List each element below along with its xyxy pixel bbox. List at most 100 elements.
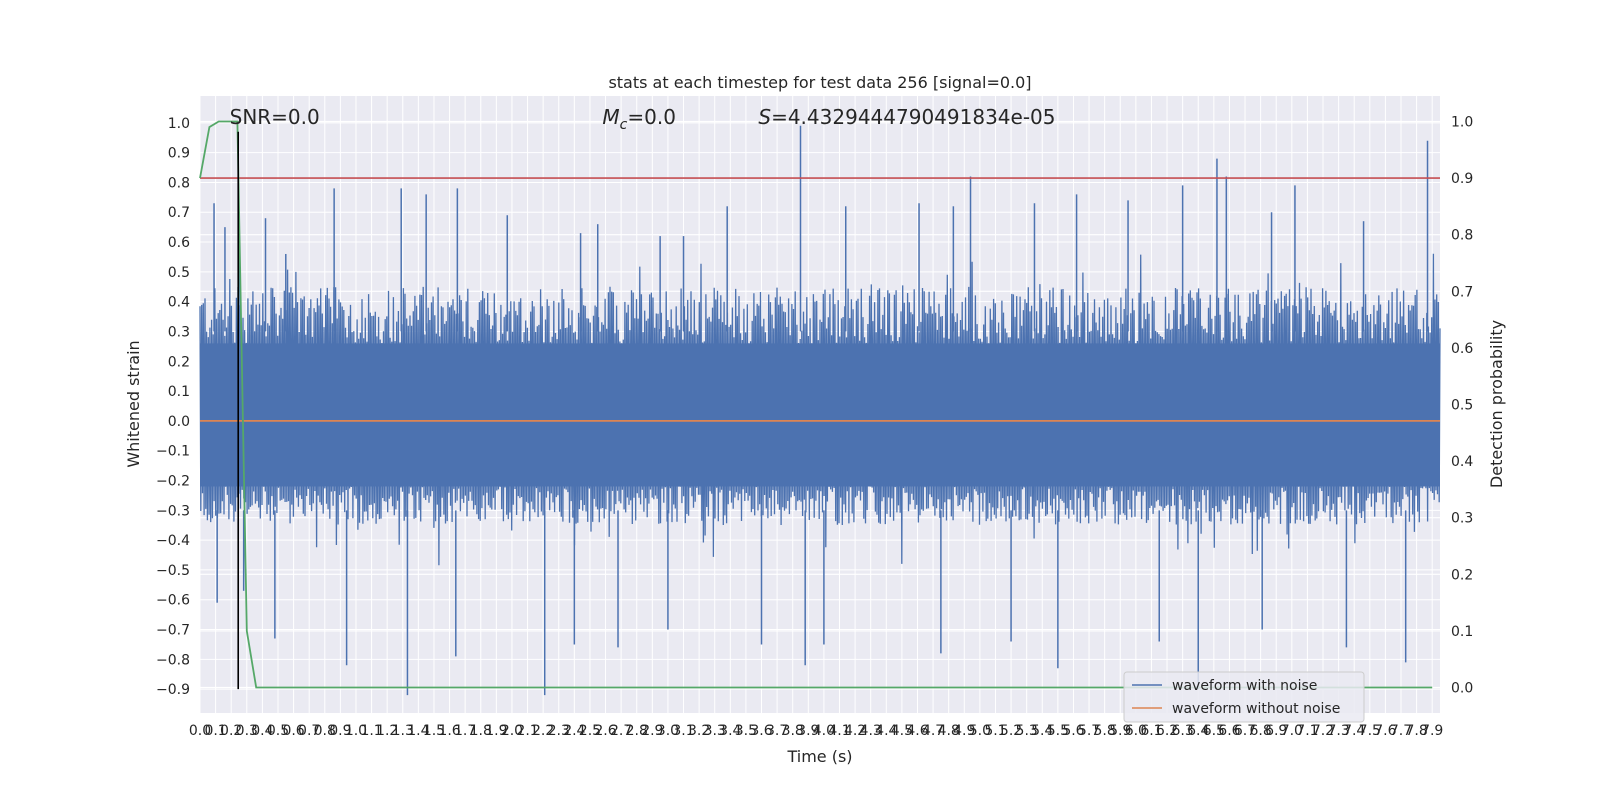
x-tick-label: 5.7 xyxy=(1078,723,1100,739)
x-tick-label: 1.9 xyxy=(485,723,507,739)
x-tick-label: 0.8 xyxy=(314,723,336,739)
y2-tick-label: 0.6 xyxy=(1451,341,1473,357)
x-tick-label: 5.0 xyxy=(969,723,991,739)
x-tick-label: 4.9 xyxy=(953,723,975,739)
y-tick-label: 0.7 xyxy=(168,205,190,221)
x-tick-label: 0.3 xyxy=(236,723,258,739)
y-tick-label: 0.4 xyxy=(168,295,190,311)
x-tick-label: 1.0 xyxy=(345,723,367,739)
x-tick-label: 1.3 xyxy=(392,723,414,739)
y-tick-label: −0.4 xyxy=(156,533,190,549)
y2-tick-label: 0.2 xyxy=(1451,567,1473,583)
y-tick-label: 0.0 xyxy=(168,414,190,430)
series-waveform-with-noise xyxy=(199,125,1441,696)
x-tick-label: 6.1 xyxy=(1140,723,1162,739)
x-tick-label: 5.5 xyxy=(1047,723,1069,739)
y-tick-label: −0.8 xyxy=(156,652,190,668)
x-tick-label: 7.7 xyxy=(1390,723,1412,739)
y-tick-label: −0.1 xyxy=(156,444,190,460)
x-tick-label: 2.7 xyxy=(610,723,632,739)
x-tick-label: 1.5 xyxy=(423,723,445,739)
x-tick-label: 0.7 xyxy=(298,723,320,739)
x-tick-label: 4.8 xyxy=(938,723,960,739)
snr-annotation: SNR=0.0 xyxy=(230,105,320,129)
mc-value: =0.0 xyxy=(627,105,676,129)
x-tick-label: 4.2 xyxy=(844,723,866,739)
y-tick-label: −0.2 xyxy=(156,474,190,490)
x-tick-label: 7.5 xyxy=(1359,723,1381,739)
x-tick-label: 4.3 xyxy=(860,723,882,739)
legend-box xyxy=(1123,671,1365,723)
x-tick-label: 6.6 xyxy=(1218,723,1240,739)
legend: waveform with noise waveform without noi… xyxy=(1123,671,1365,723)
x-tick-label: 7.9 xyxy=(1421,723,1443,739)
x-tick-label: 3.5 xyxy=(735,723,757,739)
x-tick-label: 0.9 xyxy=(329,723,351,739)
x-tick-label: 3.9 xyxy=(797,723,819,739)
y-tick-label: 0.1 xyxy=(168,384,190,400)
x-tick-label: 0.4 xyxy=(251,723,273,739)
x-tick-label: 5.3 xyxy=(1016,723,1038,739)
x-tick-label: 5.1 xyxy=(984,723,1006,739)
x-tick-label: 4.5 xyxy=(891,723,913,739)
x-tick-label: 2.9 xyxy=(641,723,663,739)
series-detection-probability xyxy=(199,120,1433,689)
x-tick-label: 5.4 xyxy=(1031,723,1053,739)
x-tick-label: 6.5 xyxy=(1203,723,1225,739)
noise-waveform-trace xyxy=(199,253,1441,566)
x-tick-label: 3.8 xyxy=(782,723,804,739)
x-tick-label: 5.9 xyxy=(1109,723,1131,739)
noise-waveform-core xyxy=(200,343,1440,487)
y-tick-label: −0.7 xyxy=(156,623,190,639)
x-tick-label: 1.4 xyxy=(407,723,429,739)
x-tick-label: 4.0 xyxy=(813,723,835,739)
y-tick-label: −0.5 xyxy=(156,563,190,579)
y-axis-label: Whitened strain xyxy=(124,340,143,467)
y2-tick-label: 0.1 xyxy=(1451,624,1473,640)
x-tick-label: 1.7 xyxy=(454,723,476,739)
y-tick-label: 0.6 xyxy=(168,235,190,251)
x-tick-label: 5.8 xyxy=(1094,723,1116,739)
y2-tick-label: 0.5 xyxy=(1451,398,1473,414)
x-tick-label: 0.1 xyxy=(204,723,226,739)
y2-tick-labels: 1.0 0.9 0.8 0.7 0.6 0.5 0.4 0.3 0.2 0.1 0.0 xyxy=(1451,114,1473,696)
x-tick-label: 0.5 xyxy=(267,723,289,739)
legend-label-waveform-with-noise: waveform with noise xyxy=(1172,678,1317,694)
y2-tick-label: 0.4 xyxy=(1451,454,1473,470)
y-tick-label: −0.9 xyxy=(156,682,190,698)
x-tick-label: 2.0 xyxy=(501,723,523,739)
x-tick-label: 4.7 xyxy=(922,723,944,739)
x-tick-label: 4.4 xyxy=(875,723,897,739)
y2-tick-label: 0.7 xyxy=(1451,284,1473,300)
x-tick-label: 6.9 xyxy=(1265,723,1287,739)
y2-axis-label: Detection probability xyxy=(1487,320,1506,488)
x-tick-label: 7.8 xyxy=(1405,723,1427,739)
y-tick-label: 0.9 xyxy=(168,146,190,162)
mc-subscript: c xyxy=(620,117,628,133)
y-tick-label: 0.5 xyxy=(168,265,190,281)
y-tick-label: 1.0 xyxy=(168,116,190,132)
x-tick-label: 2.2 xyxy=(532,723,554,739)
x-tick-label: 3.0 xyxy=(657,723,679,739)
x-tick-label: 1.8 xyxy=(470,723,492,739)
y2-tick-label: 0.0 xyxy=(1451,681,1473,697)
x-tick-labels: 0.00.10.20.30.40.50.60.70.80.91.01.11.21… xyxy=(189,723,1443,739)
x-tick-label: 3.4 xyxy=(719,723,741,739)
mc-symbol: M xyxy=(602,105,619,129)
chart-title: stats at each timestep for test data 256… xyxy=(608,73,1031,92)
y-tick-label: 0.2 xyxy=(168,354,190,370)
x-tick-label: 1.2 xyxy=(376,723,398,739)
x-tick-label: 3.2 xyxy=(688,723,710,739)
x-tick-label: 6.4 xyxy=(1187,723,1209,739)
x-tick-label: 3.7 xyxy=(766,723,788,739)
legend-label-waveform-without-noise: waveform without noise xyxy=(1172,701,1340,717)
x-tick-label: 1.6 xyxy=(438,723,460,739)
x-tick-label: 6.7 xyxy=(1234,723,1256,739)
x-tick-label: 0.2 xyxy=(220,723,242,739)
x-tick-label: 7.6 xyxy=(1374,723,1396,739)
x-tick-label: 3.1 xyxy=(672,723,694,739)
x-tick-label: 6.3 xyxy=(1172,723,1194,739)
x-axis-label: Time (s) xyxy=(786,747,852,766)
y-tick-labels: 1.0 0.9 0.8 0.7 0.6 0.5 0.4 0.3 0.2 0.1 0.0 −0.1 −0.… xyxy=(156,116,190,698)
